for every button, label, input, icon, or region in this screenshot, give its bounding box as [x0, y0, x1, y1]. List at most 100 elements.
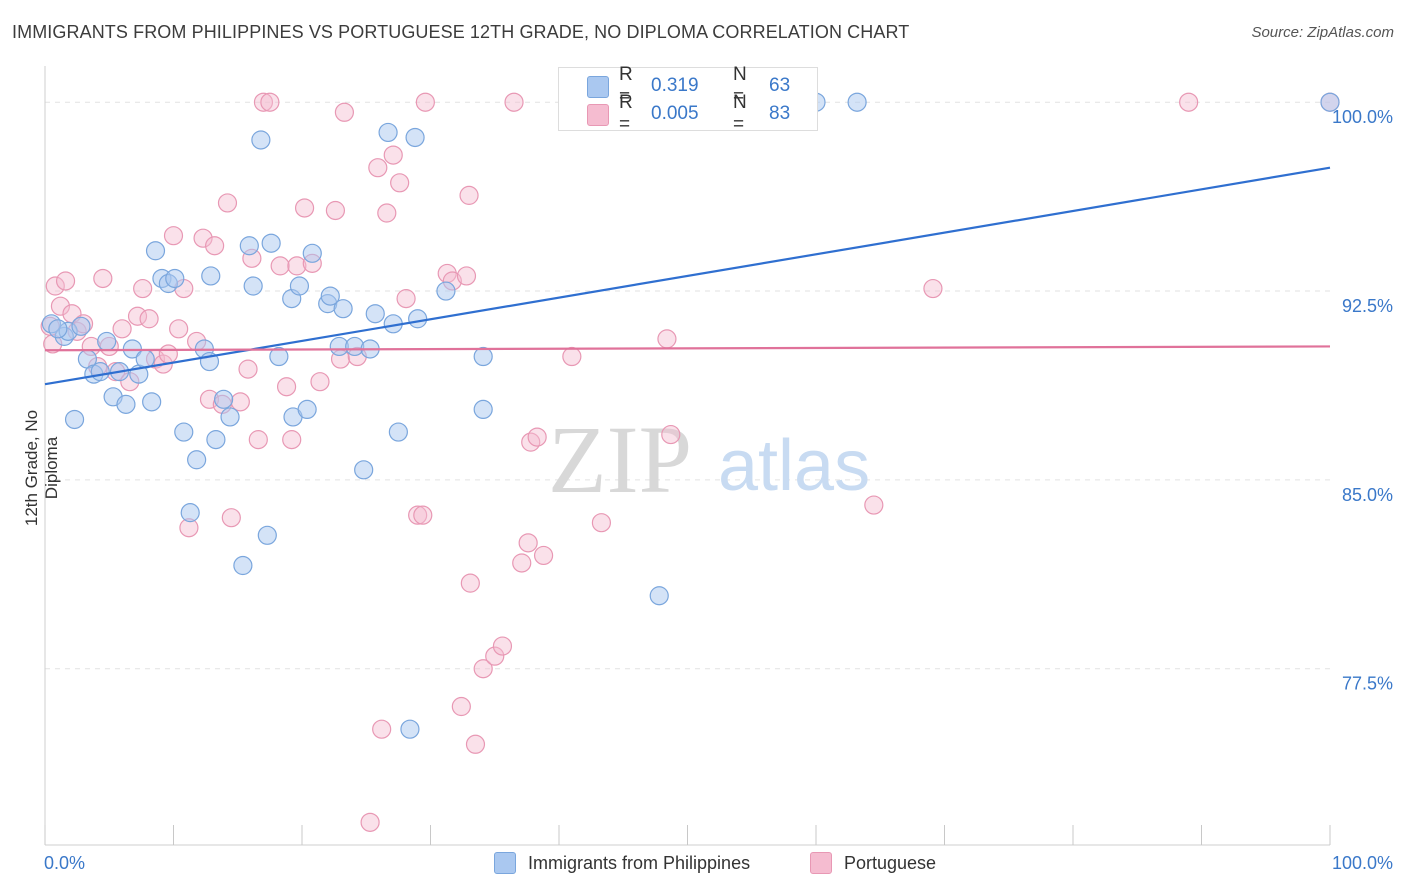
portuguese-point [459, 185, 479, 205]
x-tick-label: 0.0% [44, 853, 85, 873]
philippines-point [214, 389, 234, 409]
blue-swatch [587, 76, 609, 98]
philippines-point [378, 122, 398, 143]
blue-n-label: N = [733, 64, 747, 107]
philippines-points [41, 92, 1340, 739]
portuguese-point [238, 359, 258, 379]
philippines-point [142, 392, 162, 412]
portuguese-point [270, 256, 290, 276]
y-tick-label: 85.0% [1342, 485, 1393, 505]
philippines-point [297, 399, 317, 420]
portuguese-point [451, 696, 471, 717]
watermark: ZIP atlas [548, 406, 870, 513]
legend-label-philippines: Immigrants from Philippines [528, 852, 751, 873]
portuguese-point [492, 636, 513, 656]
y-tick-label: 100.0% [1332, 107, 1393, 127]
portuguese-point [396, 289, 416, 309]
philippines-point [243, 276, 263, 296]
portuguese-trendline [44, 345, 1331, 352]
portuguese-point [465, 734, 486, 754]
philippines-point [320, 286, 340, 306]
portuguese-point [485, 646, 505, 666]
philippines-point [116, 394, 136, 414]
philippines-point [436, 281, 456, 301]
portuguese-point [377, 203, 397, 223]
philippines-point [302, 243, 322, 263]
portuguese-point [1179, 92, 1199, 112]
portuguese-point [248, 430, 268, 450]
pink-swatch [587, 104, 609, 126]
legend-item-portuguese[interactable]: Portuguese [810, 852, 936, 874]
portuguese-point [591, 513, 612, 533]
portuguese-point [282, 430, 302, 450]
philippines-point [400, 719, 420, 739]
gridlines [45, 101, 1330, 670]
philippines-point [261, 233, 281, 253]
philippines-point [48, 319, 68, 339]
portuguese-point [93, 268, 113, 289]
philippines-trendline [44, 166, 1331, 386]
portuguese-point [45, 276, 65, 296]
portuguese-point [334, 102, 355, 122]
portuguese-point [133, 278, 153, 299]
philippines-point [354, 460, 374, 480]
philippines-point [365, 304, 385, 324]
portuguese-point [112, 319, 132, 339]
portuguese-point [521, 432, 541, 452]
portuguese-point [473, 659, 493, 679]
philippines-point [206, 430, 226, 450]
pink-r-label: R = [619, 92, 633, 135]
philippines-point [90, 362, 110, 382]
watermark-zip: ZIP [548, 406, 692, 513]
portuguese-point [294, 198, 315, 218]
philippines-point [220, 407, 240, 427]
portuguese-point [230, 392, 250, 412]
source-label: Source: ZipAtlas.com [1251, 24, 1394, 41]
portuguese-point [512, 553, 532, 573]
philippines-point [333, 299, 353, 319]
legend-swatch-blue [494, 852, 516, 874]
tick-labels: 100.0% 92.5% 85.0% 77.5% 0.0% 100.0% [44, 107, 1393, 873]
blue-n-value: 63 [769, 75, 791, 96]
portuguese-point [527, 427, 547, 447]
portuguese-point [415, 92, 435, 112]
philippines-point [165, 268, 185, 289]
legend-item-philippines[interactable]: Immigrants from Philippines [494, 852, 750, 874]
philippines-point [174, 422, 194, 442]
philippines-point [233, 555, 253, 576]
portuguese-point [217, 193, 238, 213]
portuguese-point [360, 812, 380, 832]
portuguese-point [158, 344, 178, 364]
philippines-point [847, 92, 867, 112]
philippines-point [201, 266, 221, 286]
philippines-point [473, 399, 493, 420]
portuguese-point [193, 228, 213, 248]
pink-n-label: N = [733, 92, 747, 135]
philippines-point [1320, 92, 1340, 112]
philippines-point [187, 450, 207, 470]
portuguese-point [325, 200, 346, 221]
portuguese-point [287, 256, 307, 276]
portuguese-point [456, 266, 477, 286]
portuguese-point [310, 372, 330, 392]
portuguese-point [50, 296, 71, 316]
philippines-point [257, 525, 277, 545]
legend-label-portuguese: Portuguese [844, 852, 937, 873]
correlation-stats-box: R = 0.319 N = 63 R = 0.005 N = 83 [558, 64, 818, 135]
portuguese-point [408, 505, 428, 525]
portuguese-point [276, 377, 297, 397]
trendlines [44, 166, 1331, 386]
portuguese-point [661, 424, 681, 445]
portuguese-point [368, 158, 388, 178]
pink-n-value: 83 [769, 103, 791, 124]
portuguese-point [253, 92, 274, 112]
portuguese-point [372, 719, 392, 739]
pink-r-value: 0.005 [651, 103, 699, 124]
legend-swatch-pink [810, 852, 832, 874]
portuguese-point [205, 236, 225, 256]
portuguese-point [460, 573, 480, 593]
portuguese-point [504, 92, 524, 112]
watermark-atlas: atlas [718, 426, 870, 506]
blue-r-value: 0.319 [651, 75, 699, 96]
blue-r-label: R = [619, 64, 633, 107]
